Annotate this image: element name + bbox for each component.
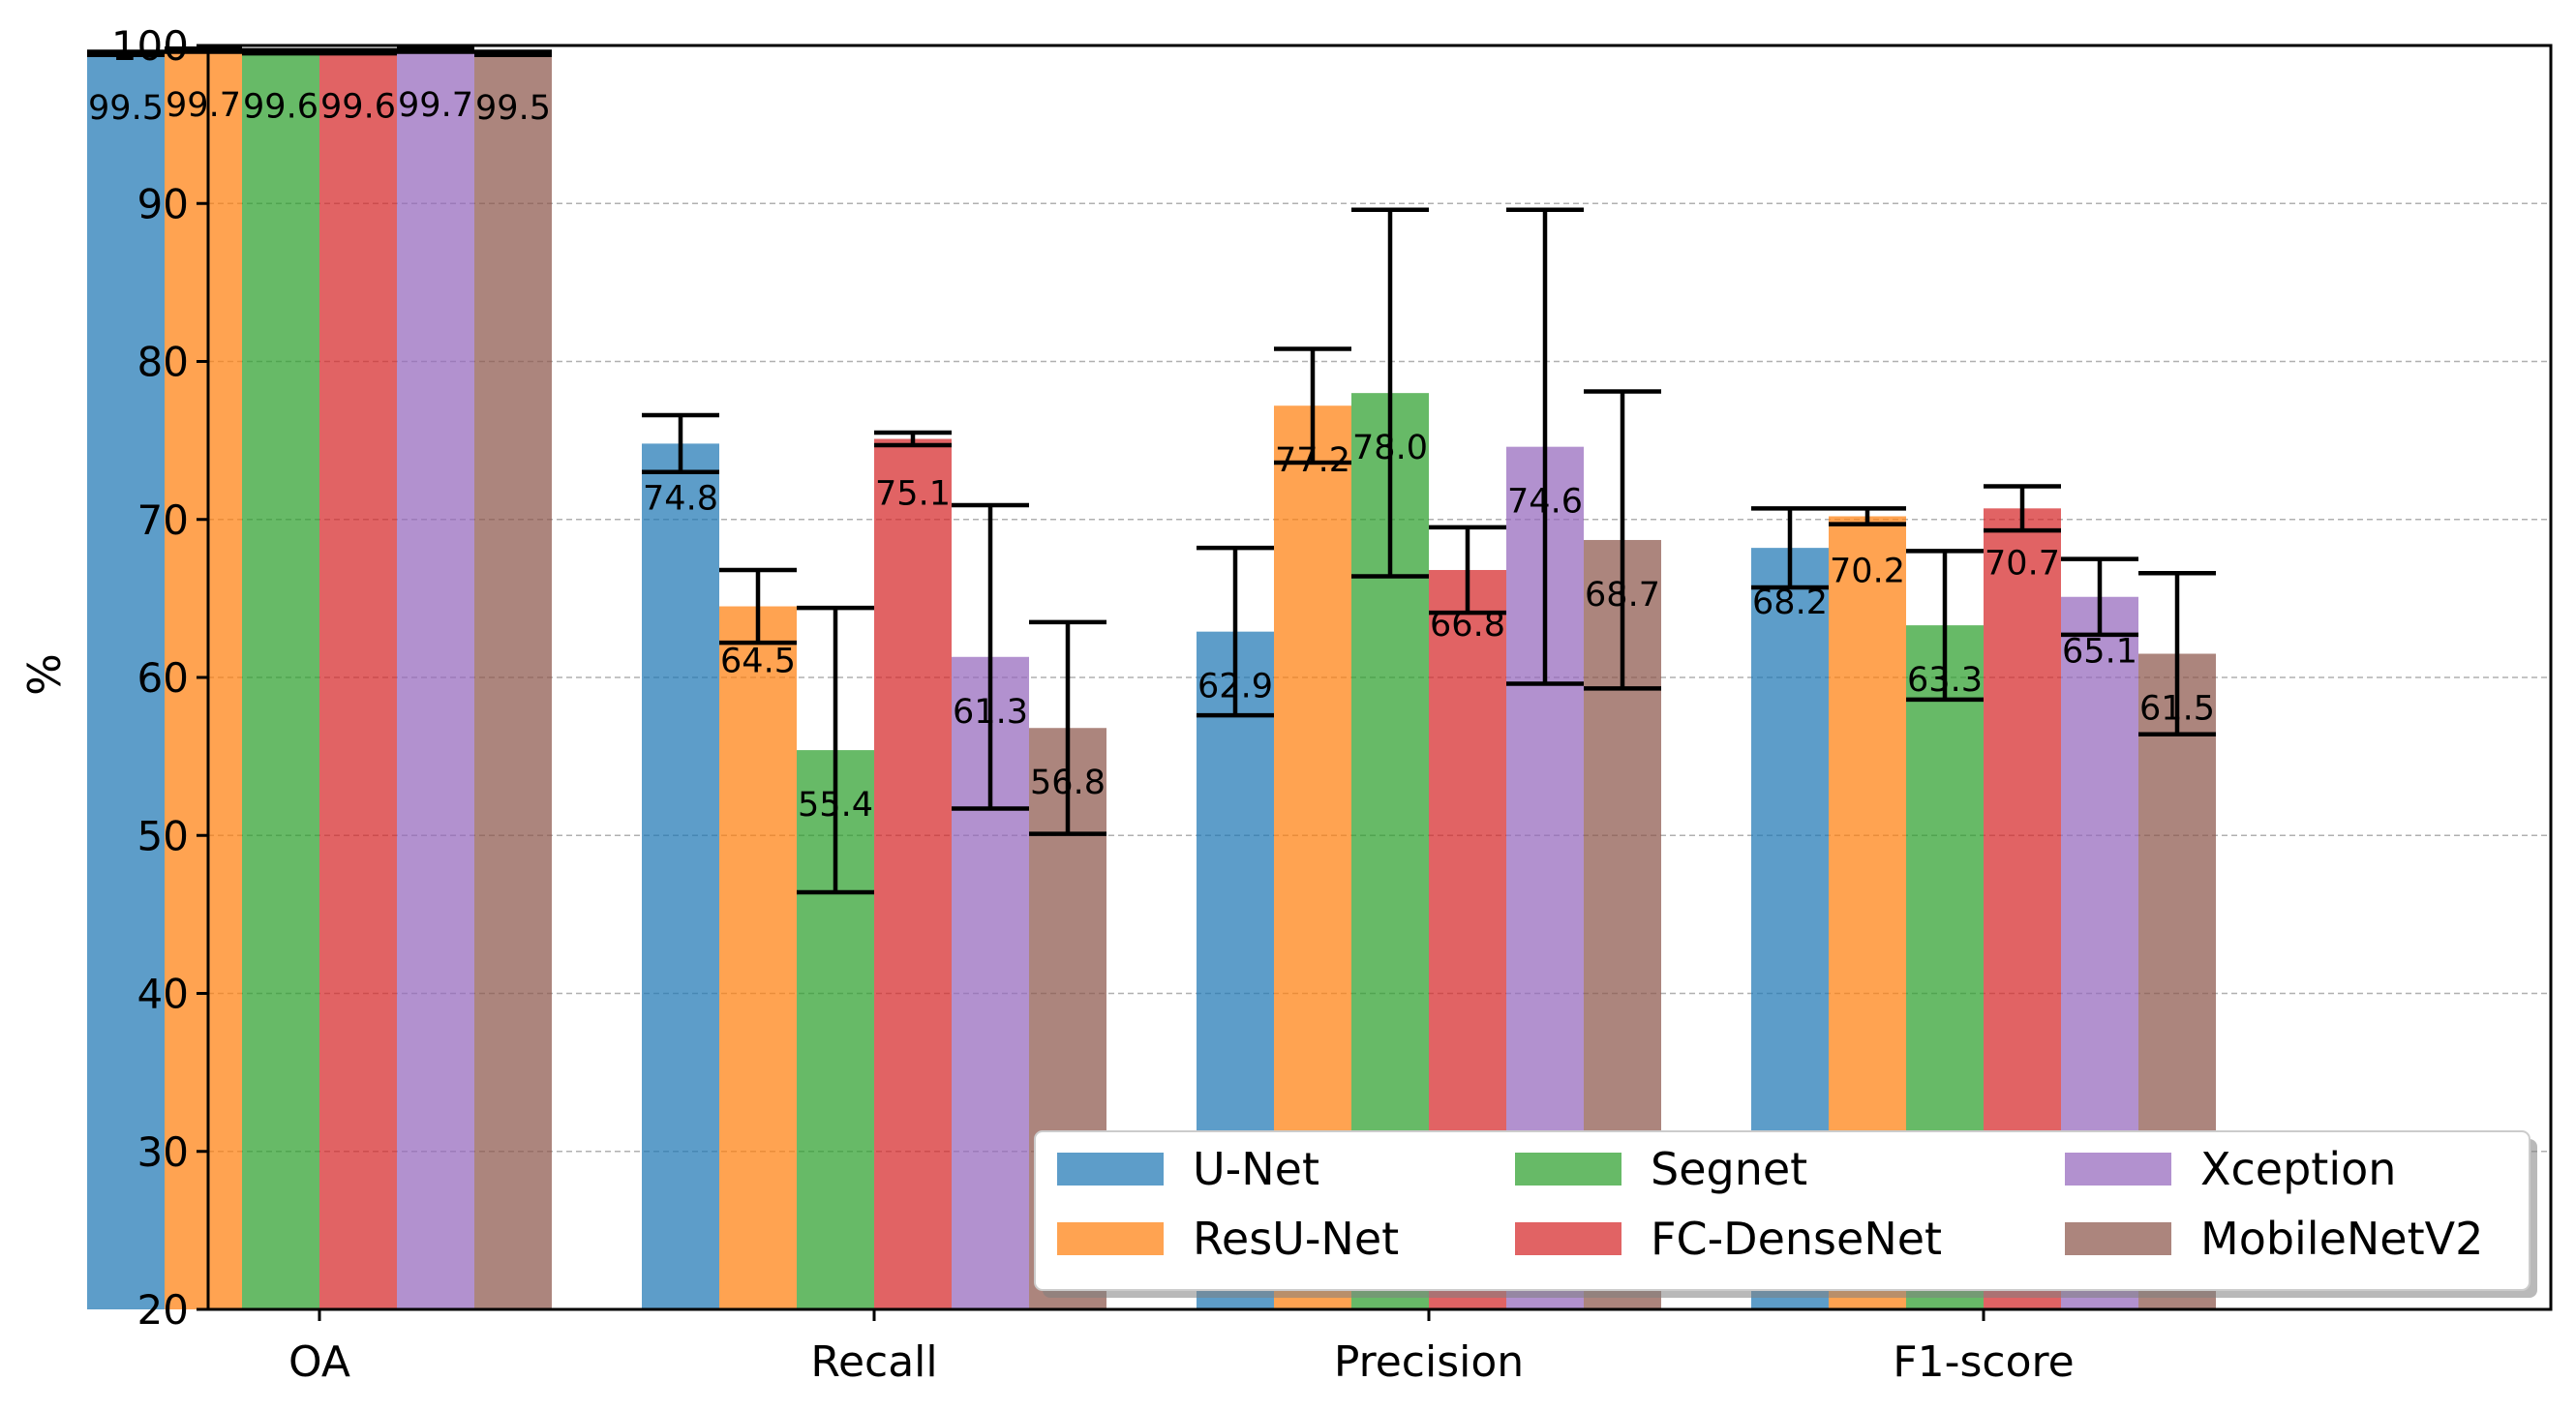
y-tick-label: 20 [137, 1286, 189, 1334]
x-tick-label: OA [288, 1337, 350, 1387]
data-label-xception: 74.6 [1507, 483, 1583, 522]
x-tick-label: F1-score [1893, 1337, 2074, 1387]
data-label-mobilenetv2: 56.8 [1030, 764, 1106, 802]
legend-label-mobilenetv2: MobileNetV2 [2200, 1213, 2483, 1265]
legend-swatch-segnet [1515, 1153, 1621, 1186]
data-label-mobilenetv2: 61.5 [2139, 690, 2215, 729]
data-label-fc-densenet: 66.8 [1430, 606, 1505, 645]
bar-u-net [87, 53, 165, 1310]
y-tick-label: 60 [137, 654, 189, 702]
y-tick-label: 40 [137, 971, 189, 1018]
y-tick-label: 30 [137, 1128, 189, 1176]
legend-label-xception: Xception [2200, 1143, 2396, 1195]
bar-mobilenetv2 [474, 53, 552, 1310]
data-label-resu-net: 99.7 [166, 86, 241, 125]
y-tick-label: 80 [137, 339, 189, 386]
data-label-mobilenetv2: 68.7 [1585, 576, 1660, 615]
bar-resu-net [165, 49, 242, 1310]
data-label-u-net: 62.9 [1197, 668, 1273, 706]
data-label-resu-net: 70.2 [1830, 552, 1905, 590]
bar-fc-densenet [874, 438, 952, 1309]
data-label-fc-densenet: 99.6 [320, 88, 396, 127]
data-label-segnet: 55.4 [798, 786, 873, 825]
data-label-resu-net: 64.5 [720, 643, 796, 681]
data-label-segnet: 63.3 [1907, 661, 1983, 700]
data-label-xception: 61.3 [953, 693, 1028, 732]
legend-swatch-u-net [1057, 1153, 1164, 1186]
legend-label-fc-densenet: FC-DenseNet [1651, 1213, 1942, 1265]
y-tick-label: 90 [137, 180, 189, 227]
legend-swatch-xception [2065, 1153, 2171, 1186]
data-label-resu-net: 77.2 [1275, 441, 1350, 480]
legend-label-u-net: U-Net [1193, 1143, 1319, 1195]
y-tick-label: 70 [137, 496, 189, 544]
y-tick-label: 50 [137, 812, 189, 859]
bar-resu-net [719, 606, 797, 1309]
legend-label-segnet: Segnet [1651, 1143, 1807, 1195]
x-tick-label: Recall [810, 1337, 937, 1387]
data-label-u-net: 68.2 [1752, 584, 1828, 622]
bar-segnet [242, 51, 319, 1309]
bar-xception [397, 49, 474, 1310]
legend-label-resu-net: ResU-Net [1193, 1213, 1399, 1265]
bar-u-net [642, 443, 719, 1309]
bar-fc-densenet [319, 51, 397, 1309]
data-label-u-net: 74.8 [643, 479, 718, 518]
data-label-segnet: 78.0 [1352, 429, 1428, 467]
data-label-xception: 65.1 [2062, 633, 2137, 672]
y-tick-label: 100 [111, 22, 189, 70]
data-label-segnet: 99.6 [243, 88, 318, 127]
legend-swatch-mobilenetv2 [2065, 1222, 2171, 1255]
legend-swatch-fc-densenet [1515, 1222, 1621, 1255]
data-label-mobilenetv2: 99.5 [475, 89, 551, 128]
data-label-fc-densenet: 70.7 [1985, 544, 2060, 583]
data-label-xception: 99.7 [398, 86, 473, 125]
data-label-u-net: 99.5 [88, 89, 164, 128]
x-tick-label: Precision [1334, 1337, 1524, 1387]
y-axis-title: % [18, 653, 71, 696]
data-label-fc-densenet: 75.1 [875, 474, 951, 513]
legend-swatch-resu-net [1057, 1222, 1164, 1255]
